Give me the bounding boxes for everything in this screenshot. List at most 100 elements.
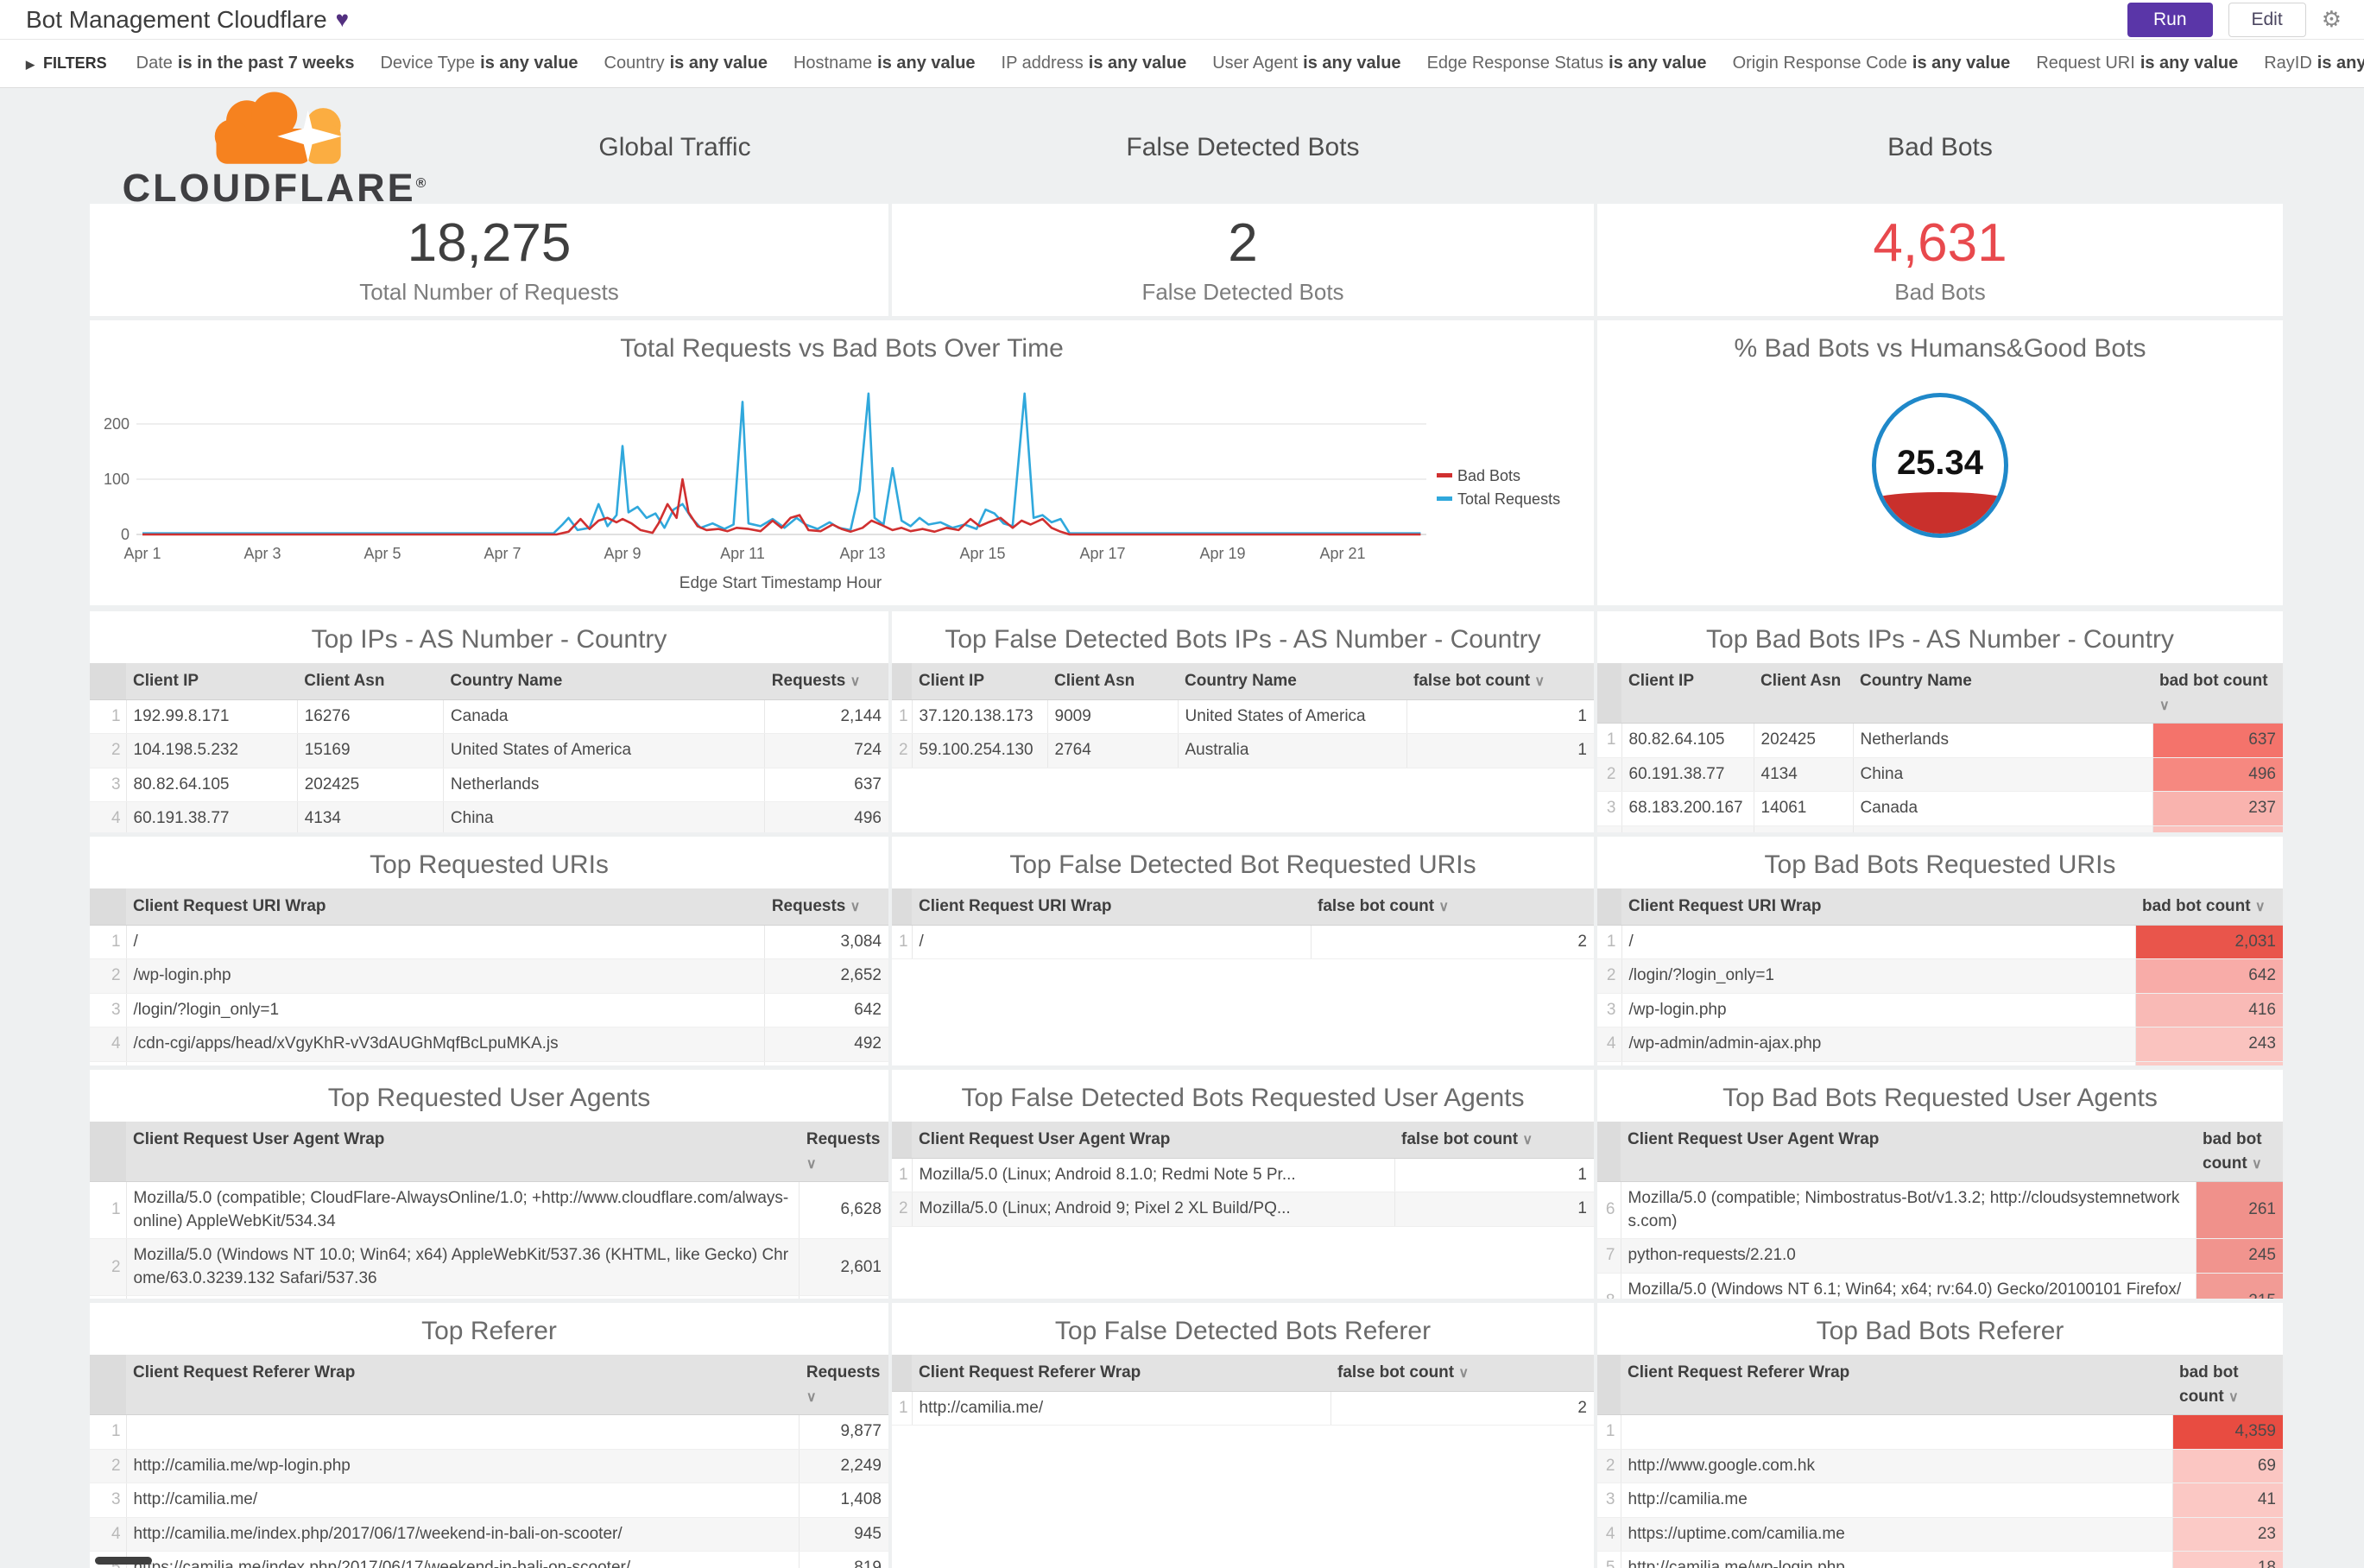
table-cell[interactable]: http://camilia.me/wp-login.php (125, 1449, 800, 1484)
column-header[interactable]: Client Request Referer Wrap (126, 1355, 800, 1416)
column-header-count[interactable]: false bot count ∨ (1394, 1122, 1594, 1159)
column-header[interactable]: Client IP (1621, 663, 1754, 724)
count-cell[interactable]: 1 (1394, 1192, 1594, 1227)
count-cell[interactable]: 4,359 (2171, 1414, 2283, 1450)
filter-item[interactable]: Hostname is any value (793, 54, 976, 73)
table-cell[interactable]: 61.160.221.73 (1621, 825, 1754, 832)
table-cell[interactable]: 80.82.64.105 (1621, 723, 1754, 758)
table-cell[interactable]: /xmlrpc.php (1621, 1061, 2135, 1065)
filter-item[interactable]: Date is in the past 7 weeks (136, 54, 355, 73)
table-cell[interactable]: http://camilia.me/index.php/2017/06/17/w… (125, 1517, 800, 1552)
count-cell[interactable]: 1 (1394, 1158, 1594, 1193)
table-cell[interactable]: python-requests/2.21.0 (1620, 1238, 2196, 1274)
table-cell[interactable]: 9009 (1046, 699, 1178, 735)
column-header[interactable]: Country Name (1853, 663, 2152, 724)
count-cell[interactable]: 496 (764, 801, 888, 832)
table-cell[interactable]: http://camilia.me (1620, 1483, 2172, 1518)
table-cell[interactable]: 2764 (1046, 733, 1178, 768)
filter-item[interactable]: User Agent is any value (1212, 54, 1401, 73)
column-header[interactable]: Country Name (443, 663, 765, 700)
column-header[interactable]: Client Request Referer Wrap (912, 1355, 1331, 1392)
column-header[interactable]: Client Request User Agent Wrap (126, 1122, 800, 1183)
run-button[interactable]: Run (2127, 2, 2213, 37)
column-header[interactable]: Country Name (1178, 663, 1406, 700)
table-cell[interactable]: Canada (442, 699, 765, 735)
column-header-count[interactable]: Requests ∨ (799, 1355, 888, 1416)
count-cell[interactable]: 724 (764, 733, 888, 768)
count-cell[interactable]: 819 (799, 1551, 888, 1568)
table-cell[interactable]: http://camilia.me/ (911, 1391, 1331, 1426)
table-cell[interactable]: 68.183.200.167 (1621, 791, 1754, 826)
count-cell[interactable]: 215 (2195, 1273, 2283, 1299)
column-header[interactable]: Client Asn (297, 663, 444, 700)
column-header[interactable]: Client IP (126, 663, 298, 700)
table-cell[interactable]: Mozilla/5.0 (compatible; bingbot/2.0; +h… (125, 1295, 800, 1299)
count-cell[interactable]: 69 (2171, 1449, 2283, 1484)
table-cell[interactable]: Mozilla/5.0 (Windows NT 10.0; Win64; x64… (125, 1238, 800, 1297)
table-cell[interactable]: /login/?login_only=1 (1621, 958, 2135, 994)
table-cell[interactable]: Mozilla/5.0 (compatible; Nimbostratus-Bo… (1620, 1181, 2196, 1240)
table-cell[interactable]: / (911, 925, 1311, 960)
table-cell[interactable]: https://camilia.me/index.php/2017/06/17/… (125, 1551, 800, 1568)
table-cell[interactable]: Mozilla/5.0 (Windows NT 6.1; Win64; x64;… (1620, 1273, 2196, 1299)
table-cell[interactable]: 37.120.138.173 (911, 699, 1047, 735)
column-header[interactable]: Client Asn (1047, 663, 1178, 700)
table-cell[interactable]: 80.82.64.105 (125, 768, 298, 803)
bad-bots-gauge[interactable]: 25.34 (1872, 393, 2008, 538)
count-cell[interactable]: 6,628 (799, 1181, 888, 1240)
table-cell[interactable] (1620, 1414, 2172, 1450)
count-cell[interactable]: 2,601 (799, 1238, 888, 1297)
count-cell[interactable]: 2 (1310, 925, 1594, 960)
count-cell[interactable]: 237 (2152, 791, 2283, 826)
column-header[interactable]: Client Request Referer Wrap (1621, 1355, 2172, 1416)
column-header-count[interactable]: bad bot count ∨ (2172, 1355, 2283, 1416)
count-cell[interactable]: 637 (2152, 723, 2283, 758)
table-cell[interactable]: China (442, 801, 765, 832)
table-cell[interactable]: 4134 (296, 801, 444, 832)
table-cell[interactable]: Netherlands (1852, 723, 2152, 758)
legend-label[interactable]: Bad Bots (1457, 467, 1520, 484)
count-cell[interactable]: 18 (2171, 1551, 2283, 1568)
edit-button[interactable]: Edit (2228, 2, 2306, 37)
table-cell[interactable]: /login/?login_only=1 (125, 993, 765, 1028)
count-cell[interactable]: 144 (2152, 825, 2283, 832)
count-cell[interactable]: 3,084 (764, 925, 888, 960)
table-cell[interactable]: 23650 (1753, 825, 1853, 832)
count-cell[interactable]: 243 (2134, 1027, 2283, 1062)
count-cell[interactable]: 9,877 (799, 1414, 888, 1450)
table-cell[interactable]: /wp-login.php (1621, 993, 2135, 1028)
table-cell[interactable]: /wp-admin/admin-ajax.php (1621, 1027, 2135, 1062)
count-cell[interactable]: 733 (799, 1295, 888, 1299)
table-cell[interactable]: 202425 (1753, 723, 1853, 758)
table-cell[interactable]: 192.99.8.171 (125, 699, 298, 735)
table-cell[interactable]: 60.191.38.77 (1621, 757, 1754, 793)
count-cell[interactable]: 492 (764, 1027, 888, 1062)
column-header[interactable]: Client Request User Agent Wrap (912, 1122, 1394, 1159)
filter-item[interactable]: IP address is any value (1001, 54, 1187, 73)
table-cell[interactable]: Canada (1852, 791, 2152, 826)
table-cell[interactable]: /cdn-cgi/apps/head/xVgyKhR-vV3dAUGhMqfBc… (125, 1027, 765, 1062)
count-cell[interactable]: 23 (2171, 1517, 2283, 1552)
filter-item[interactable]: Device Type is any value (380, 54, 578, 73)
table-cell[interactable]: 4134 (1753, 757, 1853, 793)
count-cell[interactable]: 637 (764, 768, 888, 803)
table-cell[interactable]: Netherlands (442, 768, 765, 803)
table-cell[interactable]: http://camilia.me/ (125, 1483, 800, 1518)
count-cell[interactable]: 2,144 (764, 699, 888, 735)
gear-icon[interactable]: ⚙ (2321, 6, 2342, 32)
count-cell[interactable]: 416 (2134, 993, 2283, 1028)
count-cell[interactable]: 2 (1330, 1391, 1594, 1426)
count-cell[interactable]: 945 (799, 1517, 888, 1552)
table-cell[interactable]: / (125, 925, 765, 960)
table-cell[interactable]: http://camilia.me/wp-login.php (1620, 1551, 2172, 1568)
count-cell[interactable]: 496 (2152, 757, 2283, 793)
filter-item[interactable]: Origin Response Code is any value (1732, 54, 2011, 73)
filter-item[interactable]: Request URI is any value (2036, 54, 2239, 73)
column-header[interactable]: Client Asn (1754, 663, 1853, 724)
column-header-count[interactable]: false bot count ∨ (1406, 663, 1594, 700)
count-cell[interactable]: 2,249 (799, 1449, 888, 1484)
table-cell[interactable]: /cdn-cgi/apps/body/3Lh52SjWTQ4HRlErJykHq… (125, 1061, 765, 1065)
column-header[interactable]: Client Request URI Wrap (1621, 888, 2135, 926)
table-cell[interactable]: Australia (1177, 733, 1406, 768)
